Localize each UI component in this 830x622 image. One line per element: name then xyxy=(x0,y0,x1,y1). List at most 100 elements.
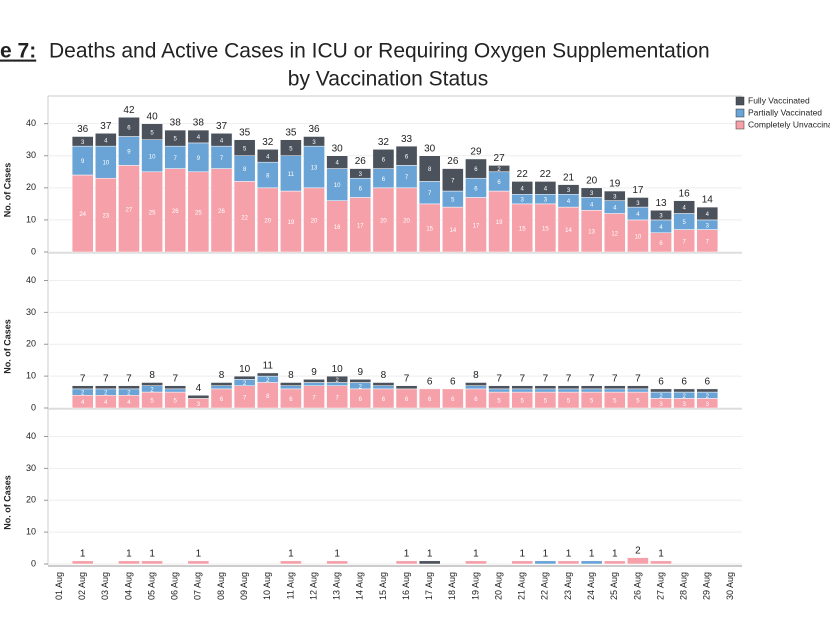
segment-label: 10 xyxy=(102,161,109,167)
bar-segment xyxy=(627,388,649,393)
segment-label: 4 xyxy=(682,206,686,212)
bar-segment xyxy=(696,388,719,393)
total-label: 26 xyxy=(355,156,367,167)
x-tick-label: 29 Aug xyxy=(702,572,712,600)
segment-label: 2 xyxy=(81,391,85,397)
y-tick-label: 40 xyxy=(26,431,36,441)
y-tick-label: 20 xyxy=(26,339,36,349)
segment-label: 2 xyxy=(243,381,247,387)
bar-segment xyxy=(696,206,719,221)
bar-segment xyxy=(650,560,672,565)
segment-label: 5 xyxy=(682,220,686,226)
total-label: 7 xyxy=(172,373,178,384)
segment-label: 5 xyxy=(521,399,525,405)
segment-label: 7 xyxy=(682,239,686,245)
x-tick-label: 20 Aug xyxy=(493,572,503,600)
bar-segment xyxy=(580,560,603,565)
segment-label: 10 xyxy=(635,235,642,241)
total-label: 2 xyxy=(635,545,641,556)
legend-label: Partially Vaccinated xyxy=(748,107,822,117)
segment-label: 2 xyxy=(359,384,363,390)
bar-segment xyxy=(372,385,395,390)
total-label: 8 xyxy=(288,370,294,381)
segment-label: 19 xyxy=(496,220,503,226)
bar-segment xyxy=(580,388,603,393)
total-label: 8 xyxy=(381,370,387,381)
segment-label: 5 xyxy=(243,146,247,152)
legend-swatch xyxy=(735,108,745,118)
segment-label: 2 xyxy=(497,167,501,173)
segment-label: 3 xyxy=(81,140,85,146)
total-label: 38 xyxy=(193,118,205,129)
total-label: 6 xyxy=(681,377,687,388)
bar-segment xyxy=(303,382,325,386)
bar-segment xyxy=(141,560,163,565)
segment-label: 6 xyxy=(289,397,293,403)
segment-label: 5 xyxy=(636,399,640,405)
segment-label: 5 xyxy=(150,130,154,136)
bar-segment xyxy=(326,375,348,383)
total-label: 8 xyxy=(149,370,155,381)
x-tick-label: 26 Aug xyxy=(632,572,642,600)
segment-label: 7 xyxy=(220,156,224,162)
segment-label: 27 xyxy=(126,207,133,213)
bar-segment xyxy=(233,139,256,156)
segment-label: 20 xyxy=(264,218,271,224)
segment-label: 5 xyxy=(174,399,178,405)
segment-label: 7 xyxy=(243,395,247,401)
segment-label: 3 xyxy=(359,172,363,178)
bar-segment xyxy=(442,388,464,409)
y-tick-label: 0 xyxy=(31,558,36,568)
segment-label: 6 xyxy=(659,241,663,247)
segment-label: 8 xyxy=(243,167,247,173)
segment-label: 2 xyxy=(659,394,663,400)
segment-label: 4 xyxy=(104,138,108,144)
bar-segment xyxy=(488,388,510,393)
bar-segment xyxy=(71,136,94,147)
x-tick-label: 15 Aug xyxy=(378,572,388,600)
total-label: 7 xyxy=(519,373,525,384)
total-label: 8 xyxy=(473,370,479,381)
total-label: 10 xyxy=(332,364,344,375)
bar-segment xyxy=(511,385,534,390)
total-label: 7 xyxy=(612,373,618,384)
total-label: 33 xyxy=(401,134,413,145)
segment-label: 19 xyxy=(288,220,295,226)
segment-label: 6 xyxy=(127,125,131,131)
total-label: 11 xyxy=(263,361,274,372)
total-label: 42 xyxy=(123,105,135,116)
total-label: 26 xyxy=(447,156,459,167)
segment-label: 16 xyxy=(334,225,341,231)
segment-label: 4 xyxy=(81,400,85,406)
segment-label: 11 xyxy=(288,172,295,178)
total-label: 13 xyxy=(655,198,667,209)
segment-label: 23 xyxy=(102,214,109,220)
x-tick-label: 05 Aug xyxy=(146,572,156,600)
bar-segment xyxy=(557,388,580,393)
total-label: 1 xyxy=(543,548,549,559)
bar-segment xyxy=(372,149,395,169)
segment-label: 2 xyxy=(150,387,154,393)
segment-label: 7 xyxy=(405,175,409,181)
segment-label: 5 xyxy=(497,399,501,405)
x-tick-label: 21 Aug xyxy=(517,572,527,600)
bar-segment xyxy=(372,382,395,386)
segment-label: 14 xyxy=(449,228,456,234)
y-tick-label: 20 xyxy=(26,182,36,192)
x-tick-label: 17 Aug xyxy=(424,572,434,600)
segment-label: 2 xyxy=(706,394,710,400)
bar-segment xyxy=(488,385,510,390)
bar-segment xyxy=(141,382,163,386)
segment-label: 4 xyxy=(335,161,339,167)
x-tick-label: 01 Aug xyxy=(54,572,64,600)
total-label: 7 xyxy=(80,373,86,384)
bar-segment xyxy=(187,129,210,144)
legend-label: Completely Unvaccinated xyxy=(748,119,830,129)
bar-segment xyxy=(442,168,464,192)
x-tick-label: 12 Aug xyxy=(308,572,318,600)
legend-swatch xyxy=(735,96,745,106)
bar-segment xyxy=(395,560,418,565)
bar-segment xyxy=(465,382,487,386)
y-tick-label: 0 xyxy=(31,402,36,412)
bar-segment xyxy=(303,136,325,147)
